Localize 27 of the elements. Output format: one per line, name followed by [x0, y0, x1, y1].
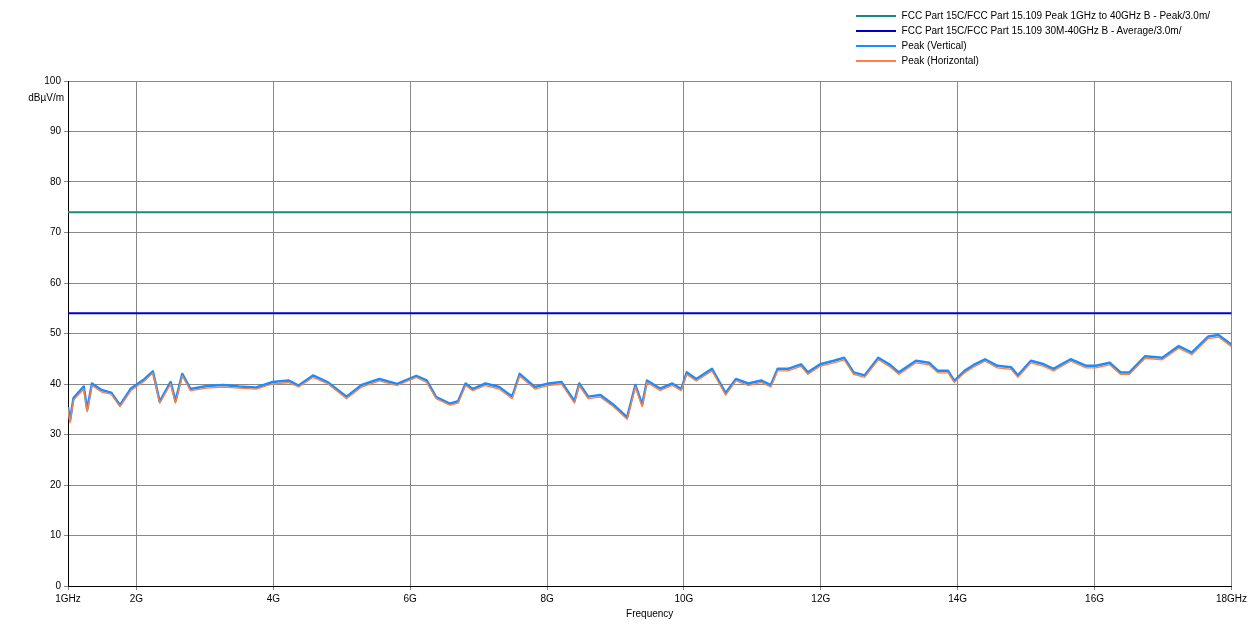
- legend-label: Peak (Vertical): [901, 39, 967, 53]
- x-tick-label: 16G: [1085, 592, 1105, 604]
- legend-label: Peak (Horizontal): [901, 54, 979, 68]
- x-tick-label: 14G: [948, 592, 968, 604]
- legend-label: FCC Part 15C/FCC Part 15.109 30M-40GHz B - Average/3.0m/: [901, 24, 1182, 38]
- x-tick-label: 8G: [540, 592, 554, 604]
- y-tick-label: 40: [49, 377, 62, 389]
- x-tick-label: 2G: [129, 592, 144, 604]
- y-tick-label: 20: [49, 478, 62, 490]
- x-tick-label: 6G: [403, 592, 418, 604]
- x-tick-label: 1GHz: [55, 592, 81, 604]
- y-tick-label: 10: [49, 529, 62, 541]
- y-tick-label: 100: [44, 74, 62, 86]
- y-tick-label: 0: [55, 579, 62, 591]
- y-axis-title: dBµV/m: [28, 91, 64, 103]
- legend-label: FCC Part 15C/FCC Part 15.109 Peak 1GHz to 40GHz B - Peak/3.0m/: [901, 9, 1210, 23]
- x-tick-label: 10G: [674, 592, 694, 604]
- y-tick-label: 90: [49, 125, 62, 137]
- y-tick-label: 70: [49, 226, 62, 238]
- y-tick-label: 50: [49, 327, 62, 339]
- y-tick-label: 60: [49, 276, 62, 288]
- x-tick-label: 18GHz: [1215, 592, 1247, 604]
- x-tick-label: 4G: [266, 592, 281, 604]
- y-tick-label: 30: [49, 428, 62, 440]
- y-tick-label: 80: [49, 175, 62, 187]
- x-tick-label: 12G: [811, 592, 831, 604]
- x-axis-title: Frequency: [626, 607, 674, 619]
